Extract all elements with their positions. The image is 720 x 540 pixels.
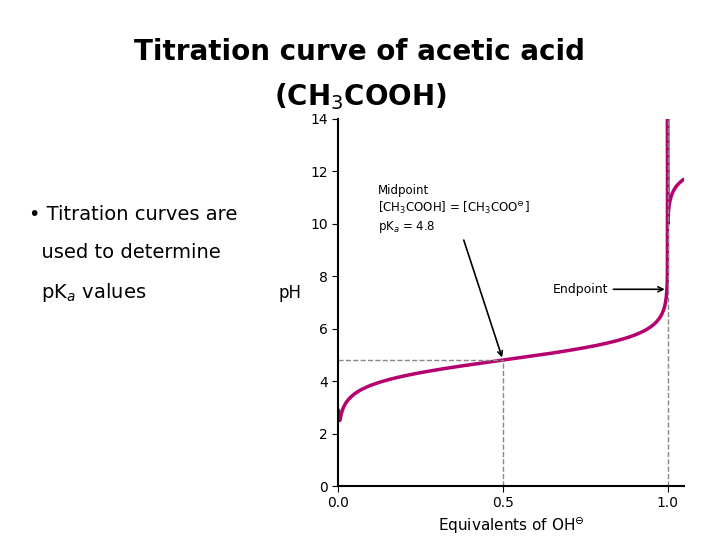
Text: used to determine: used to determine [29,243,220,262]
Text: Midpoint
[CH$_3$COOH] = [CH$_3$COO$^{\ominus}$]
pK$_a$ = 4.8: Midpoint [CH$_3$COOH] = [CH$_3$COO$^{\om… [378,184,530,356]
Text: (CH$_3$COOH): (CH$_3$COOH) [274,81,446,112]
Y-axis label: pH: pH [278,285,301,302]
Text: • Titration curves are: • Titration curves are [29,205,237,224]
Text: pK$_a$ values: pK$_a$ values [29,281,146,304]
Text: Titration curve of acetic acid: Titration curve of acetic acid [135,38,585,66]
X-axis label: Equivalents of OH$^{\ominus}$: Equivalents of OH$^{\ominus}$ [438,516,585,536]
Text: Endpoint: Endpoint [552,283,663,296]
